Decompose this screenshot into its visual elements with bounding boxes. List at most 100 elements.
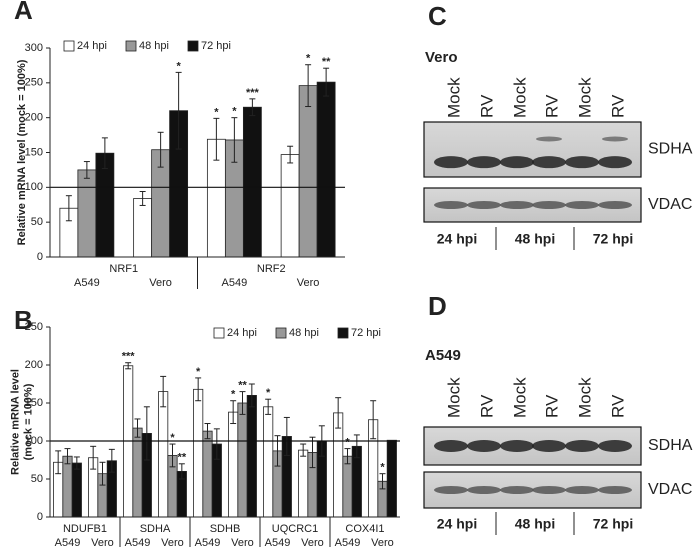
timepoint: 72 hpi	[593, 231, 633, 247]
error-bar	[265, 398, 272, 415]
group-label: SDHB	[210, 523, 241, 535]
blot-band	[467, 156, 501, 169]
blot-band	[598, 156, 632, 169]
error-bar	[335, 397, 342, 429]
lane-label: RV	[542, 94, 561, 118]
error-bar	[287, 145, 294, 164]
lane-label: Mock	[575, 377, 594, 418]
bar	[237, 402, 248, 518]
group-label: NRF2	[257, 263, 286, 275]
lane-label: RV	[477, 94, 496, 118]
x-tick-label: Vero	[149, 277, 172, 289]
band-label: VDAC	[648, 196, 692, 213]
y-tick-label: 100	[25, 435, 43, 447]
error-bar	[65, 195, 72, 222]
group-label: NDUFB1	[63, 523, 107, 535]
lane-label: RV	[477, 394, 496, 418]
error-bar	[239, 391, 246, 415]
legend-swatch	[337, 327, 349, 339]
blot-band	[532, 486, 566, 494]
x-tick-label: Vero	[297, 277, 320, 289]
blot-band	[467, 201, 501, 209]
legend-swatch	[187, 40, 199, 52]
x-tick-label: A549	[55, 537, 81, 547]
significance: *	[380, 462, 385, 474]
lane-label: Mock	[444, 77, 463, 118]
error-bar	[101, 137, 108, 170]
x-tick-label: A549	[335, 537, 361, 547]
significance: *	[231, 389, 236, 401]
x-tick-label: A549	[265, 537, 291, 547]
lane-label: Mock	[510, 77, 529, 118]
error-bar	[157, 131, 164, 168]
error-bar	[160, 375, 167, 408]
panel-label: B	[14, 305, 33, 335]
significance: **	[178, 452, 187, 464]
x-tick-label: A549	[125, 537, 151, 547]
blot-band	[434, 156, 468, 169]
error-bar	[344, 448, 351, 465]
error-bar	[213, 428, 220, 460]
x-tick-label: Vero	[231, 537, 254, 547]
error-bar	[125, 362, 132, 370]
blot-band	[598, 486, 632, 494]
band-label: SDHA	[648, 437, 693, 454]
x-tick-label: A549	[74, 277, 100, 289]
error-bar	[175, 71, 182, 150]
legend-label: 72 hpi	[351, 327, 381, 339]
panel-label: D	[428, 291, 447, 321]
x-tick-label: Vero	[371, 537, 394, 547]
blot-band	[500, 156, 534, 169]
error-bar	[73, 456, 80, 470]
bar	[202, 430, 213, 518]
y-tick-label: 200	[25, 359, 43, 371]
legend-swatch	[275, 327, 287, 339]
x-tick-label: A549	[195, 537, 221, 547]
blot-band	[532, 440, 566, 452]
significance: *	[196, 366, 201, 378]
error-bar	[83, 161, 90, 179]
timepoint: 72 hpi	[593, 516, 633, 532]
timepoint: 48 hpi	[515, 231, 555, 247]
bar	[280, 154, 300, 258]
significance: *	[170, 432, 175, 444]
y-tick-label: 0	[37, 511, 43, 523]
bar	[77, 169, 97, 258]
lane-label: Mock	[444, 377, 463, 418]
significance: *	[214, 106, 219, 118]
y-tick-label: 300	[25, 42, 43, 54]
error-bar	[99, 461, 106, 486]
x-tick-label: Vero	[301, 537, 324, 547]
significance: **	[238, 380, 247, 392]
significance: **	[322, 56, 331, 68]
blot	[423, 121, 642, 178]
error-bar	[134, 418, 141, 438]
error-bar	[55, 450, 62, 475]
bar	[342, 455, 353, 518]
legend-swatch	[63, 40, 75, 52]
blot-band	[434, 486, 468, 494]
y-tick-label: 150	[25, 397, 43, 409]
bar	[193, 388, 204, 518]
error-bar	[108, 448, 115, 473]
error-bar	[323, 67, 330, 97]
bar	[158, 391, 169, 518]
panel-label: A	[14, 0, 33, 25]
legend-label: 24 hpi	[227, 327, 257, 339]
legend-label: 24 hpi	[77, 40, 107, 52]
error-bar	[300, 443, 307, 457]
blot-band	[500, 201, 534, 209]
error-bar	[353, 434, 360, 459]
lane-label: RV	[608, 394, 627, 418]
legend-label: 48 hpi	[289, 327, 319, 339]
cell-line: A549	[425, 347, 461, 364]
cell-line: Vero	[425, 49, 458, 66]
blot-band	[532, 156, 566, 169]
group-label: NRF1	[109, 263, 138, 275]
lane-label: Mock	[575, 77, 594, 118]
bar	[298, 85, 318, 258]
legend-swatch	[213, 327, 225, 339]
group-label: COX4I1	[345, 523, 384, 535]
significance: *	[345, 437, 350, 449]
blot-band	[532, 201, 566, 209]
